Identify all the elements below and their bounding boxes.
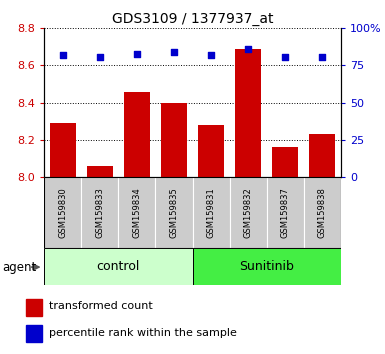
Text: Sunitinib: Sunitinib xyxy=(239,260,294,273)
Point xyxy=(245,46,251,52)
Point xyxy=(282,54,288,59)
Bar xyxy=(309,134,335,177)
Bar xyxy=(272,147,298,177)
Point xyxy=(319,54,325,59)
Point xyxy=(134,51,140,56)
Bar xyxy=(26,299,42,316)
Bar xyxy=(87,166,113,177)
Text: transformed count: transformed count xyxy=(49,301,152,311)
Text: GSM159835: GSM159835 xyxy=(169,187,179,238)
Bar xyxy=(192,248,341,285)
Point xyxy=(97,54,103,59)
Bar xyxy=(44,177,81,248)
Text: GSM159830: GSM159830 xyxy=(58,187,67,238)
Text: GSM159833: GSM159833 xyxy=(95,187,104,238)
Text: percentile rank within the sample: percentile rank within the sample xyxy=(49,328,236,338)
Point xyxy=(171,49,177,55)
Text: GSM159834: GSM159834 xyxy=(132,187,141,238)
Bar xyxy=(119,177,156,248)
Bar xyxy=(81,177,119,248)
Text: GSM159837: GSM159837 xyxy=(281,187,290,238)
Text: GSM159832: GSM159832 xyxy=(244,187,253,238)
Bar xyxy=(44,248,192,285)
Bar xyxy=(124,91,150,177)
Bar xyxy=(235,49,261,177)
Text: control: control xyxy=(97,260,140,273)
Point xyxy=(60,52,66,58)
Text: GSM159831: GSM159831 xyxy=(206,187,216,238)
Text: agent: agent xyxy=(2,261,36,274)
Text: GSM159838: GSM159838 xyxy=(318,187,327,238)
Point xyxy=(208,52,214,58)
Bar xyxy=(198,125,224,177)
Bar xyxy=(161,103,187,177)
Bar xyxy=(304,177,341,248)
Bar xyxy=(192,177,229,248)
Bar xyxy=(50,123,76,177)
Bar xyxy=(267,177,304,248)
Bar xyxy=(229,177,266,248)
Bar xyxy=(156,177,192,248)
Bar xyxy=(26,325,42,342)
Title: GDS3109 / 1377937_at: GDS3109 / 1377937_at xyxy=(112,12,273,26)
